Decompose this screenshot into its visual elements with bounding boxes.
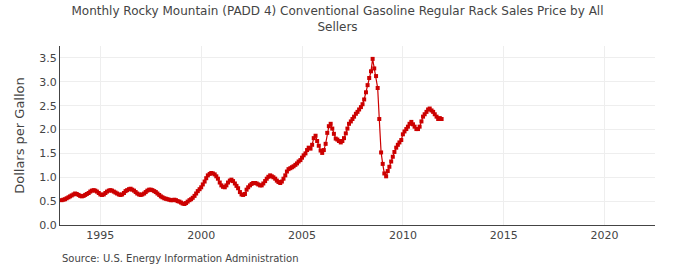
- svg-text:1.0: 1.0: [39, 171, 57, 184]
- svg-text:2.5: 2.5: [39, 100, 57, 113]
- svg-text:3.5: 3.5: [39, 52, 57, 65]
- svg-text:Monthly Rocky Mountain (PADD 4: Monthly Rocky Mountain (PADD 4) Conventi…: [71, 4, 603, 34]
- svg-text:2010: 2010: [389, 229, 417, 242]
- svg-text:2005: 2005: [288, 229, 316, 242]
- svg-text:2015: 2015: [490, 229, 518, 242]
- svg-text:2.0: 2.0: [39, 123, 57, 136]
- svg-text:0.0: 0.0: [39, 219, 57, 232]
- svg-text:1995: 1995: [86, 229, 114, 242]
- svg-text:1.5: 1.5: [39, 147, 57, 160]
- svg-text:Dollars per Gallon: Dollars per Gallon: [12, 77, 27, 194]
- svg-text:3.0: 3.0: [39, 76, 57, 89]
- svg-text:0.5: 0.5: [39, 195, 57, 208]
- svg-text:2000: 2000: [187, 229, 215, 242]
- svg-text:Source: U.S. Energy Informatio: Source: U.S. Energy Information Administ…: [62, 253, 299, 264]
- svg-text:2020: 2020: [591, 229, 619, 242]
